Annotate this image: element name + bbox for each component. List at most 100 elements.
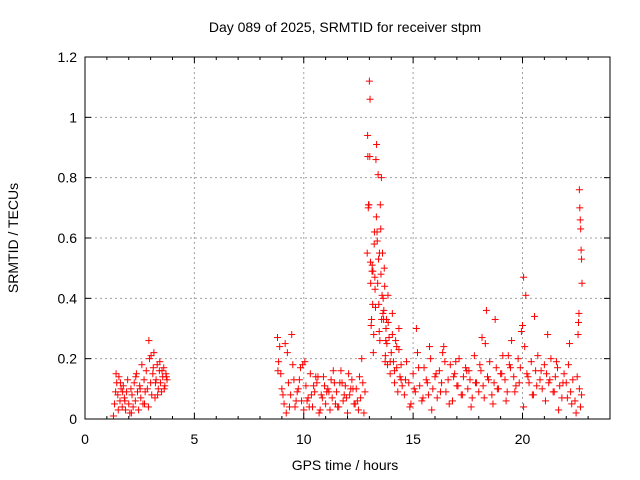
data-point bbox=[451, 370, 459, 378]
data-point bbox=[365, 77, 373, 85]
data-point bbox=[302, 382, 310, 390]
data-point bbox=[388, 331, 396, 339]
data-point bbox=[506, 364, 514, 372]
data-point bbox=[288, 331, 296, 339]
data-point bbox=[119, 388, 127, 396]
data-point bbox=[439, 349, 447, 357]
data-point bbox=[538, 385, 546, 393]
data-point bbox=[379, 294, 387, 302]
data-point bbox=[137, 394, 145, 402]
data-point bbox=[578, 255, 586, 263]
data-point bbox=[511, 388, 519, 396]
data-point bbox=[379, 249, 386, 257]
data-point bbox=[116, 379, 124, 387]
data-point bbox=[136, 385, 144, 393]
data-point bbox=[356, 373, 364, 381]
data-point bbox=[452, 358, 460, 366]
data-point bbox=[508, 337, 516, 345]
data-point bbox=[381, 358, 389, 366]
data-point bbox=[290, 376, 298, 384]
data-point bbox=[119, 382, 127, 390]
data-point bbox=[380, 306, 388, 314]
data-point bbox=[459, 373, 467, 381]
y-tick-label: 0.8 bbox=[58, 170, 78, 186]
data-point bbox=[376, 201, 384, 209]
data-point bbox=[363, 249, 371, 257]
data-point bbox=[396, 373, 404, 381]
data-point bbox=[534, 352, 542, 360]
data-point bbox=[381, 352, 389, 360]
data-point bbox=[433, 394, 441, 402]
data-point bbox=[435, 367, 443, 375]
data-point bbox=[446, 361, 454, 369]
data-point bbox=[339, 397, 347, 405]
data-point bbox=[283, 349, 291, 357]
data-point bbox=[367, 321, 375, 329]
data-point bbox=[341, 382, 349, 390]
data-point bbox=[527, 358, 535, 366]
data-point bbox=[282, 409, 290, 417]
data-point bbox=[321, 382, 329, 390]
data-point bbox=[406, 403, 414, 411]
data-point bbox=[462, 364, 470, 372]
data-point bbox=[432, 370, 440, 378]
data-point bbox=[277, 370, 285, 378]
data-point bbox=[147, 352, 155, 360]
data-point bbox=[125, 400, 133, 408]
data-point bbox=[364, 131, 372, 139]
data-point bbox=[128, 391, 136, 399]
data-point bbox=[441, 358, 449, 366]
data-point bbox=[569, 376, 577, 384]
data-point bbox=[422, 376, 430, 384]
data-point bbox=[286, 403, 294, 411]
data-point bbox=[574, 331, 582, 339]
data-point bbox=[379, 309, 387, 317]
data-point bbox=[521, 343, 529, 351]
data-point bbox=[375, 255, 383, 263]
data-point bbox=[383, 340, 391, 348]
data-point bbox=[371, 273, 379, 281]
data-point bbox=[274, 367, 282, 375]
data-point bbox=[572, 409, 580, 417]
data-point bbox=[373, 140, 381, 148]
y-tick-label: 0.6 bbox=[58, 230, 78, 246]
data-point bbox=[127, 409, 135, 417]
data-point bbox=[410, 385, 418, 393]
data-point bbox=[312, 373, 320, 381]
y-tick-label: 1.2 bbox=[58, 49, 78, 65]
x-tick-label: 20 bbox=[515, 431, 531, 447]
data-point bbox=[480, 394, 488, 402]
data-point bbox=[373, 237, 381, 245]
data-point bbox=[455, 355, 463, 363]
data-point bbox=[279, 391, 287, 399]
data-point bbox=[148, 391, 156, 399]
data-point bbox=[151, 379, 159, 387]
data-point bbox=[121, 397, 129, 405]
data-point bbox=[431, 373, 439, 381]
data-point bbox=[576, 204, 584, 212]
data-point bbox=[391, 367, 399, 375]
data-point bbox=[545, 379, 553, 387]
data-point bbox=[118, 403, 126, 411]
data-point bbox=[316, 406, 324, 414]
data-point bbox=[114, 391, 122, 399]
data-point bbox=[489, 400, 497, 408]
data-point bbox=[484, 373, 491, 381]
data-point bbox=[490, 379, 498, 387]
data-point bbox=[551, 373, 559, 381]
data-point bbox=[418, 397, 426, 405]
data-point bbox=[130, 379, 138, 387]
data-point bbox=[391, 379, 399, 387]
data-point bbox=[475, 388, 483, 396]
data-point bbox=[384, 318, 392, 326]
y-tick-label: 0.2 bbox=[58, 351, 78, 367]
data-point bbox=[370, 240, 378, 248]
data-point bbox=[378, 291, 386, 299]
data-point bbox=[440, 343, 448, 351]
data-point bbox=[449, 397, 456, 405]
data-point bbox=[111, 400, 119, 408]
data-point bbox=[575, 318, 582, 326]
data-point bbox=[274, 334, 281, 342]
data-point bbox=[380, 264, 388, 272]
data-point bbox=[289, 361, 297, 369]
